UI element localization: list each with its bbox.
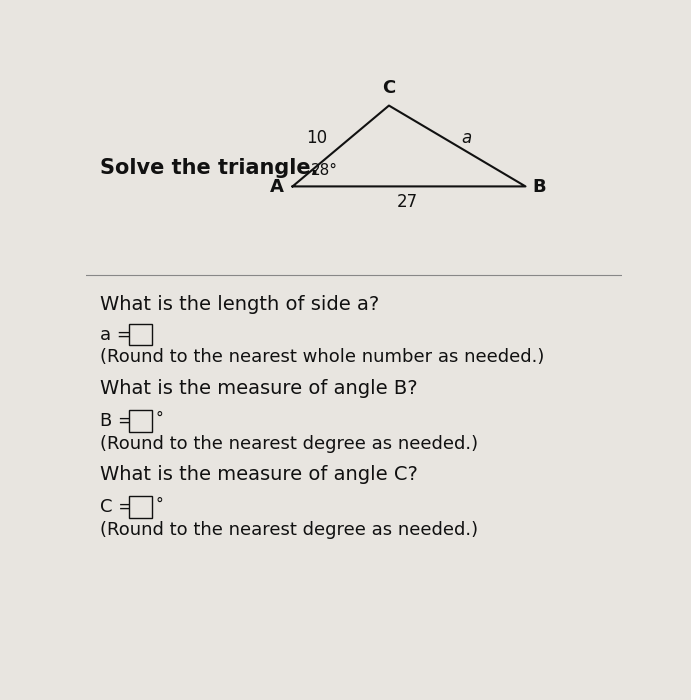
- Text: What is the measure of angle B?: What is the measure of angle B?: [100, 379, 417, 398]
- Text: What is the measure of angle C?: What is the measure of angle C?: [100, 466, 417, 484]
- Text: What is the length of side a?: What is the length of side a?: [100, 295, 379, 314]
- Text: C: C: [382, 80, 395, 97]
- Text: B: B: [532, 178, 546, 197]
- Bar: [129, 324, 152, 345]
- Text: B =: B =: [100, 412, 133, 430]
- Text: C =: C =: [100, 498, 133, 516]
- Text: A: A: [269, 178, 283, 197]
- Bar: [129, 496, 152, 518]
- Text: a =: a =: [100, 326, 132, 344]
- Text: 10: 10: [306, 129, 328, 147]
- Text: 27: 27: [397, 193, 418, 211]
- Bar: [129, 410, 152, 432]
- Text: °: °: [155, 497, 163, 512]
- Text: °: °: [155, 411, 163, 426]
- Text: (Round to the nearest whole number as needed.): (Round to the nearest whole number as ne…: [100, 349, 544, 366]
- Text: a: a: [461, 129, 471, 147]
- Text: (Round to the nearest degree as needed.): (Round to the nearest degree as needed.): [100, 435, 478, 452]
- Text: Solve the triangle.: Solve the triangle.: [100, 158, 319, 178]
- Text: (Round to the nearest degree as needed.): (Round to the nearest degree as needed.): [100, 521, 478, 539]
- Text: 28°: 28°: [311, 163, 339, 179]
